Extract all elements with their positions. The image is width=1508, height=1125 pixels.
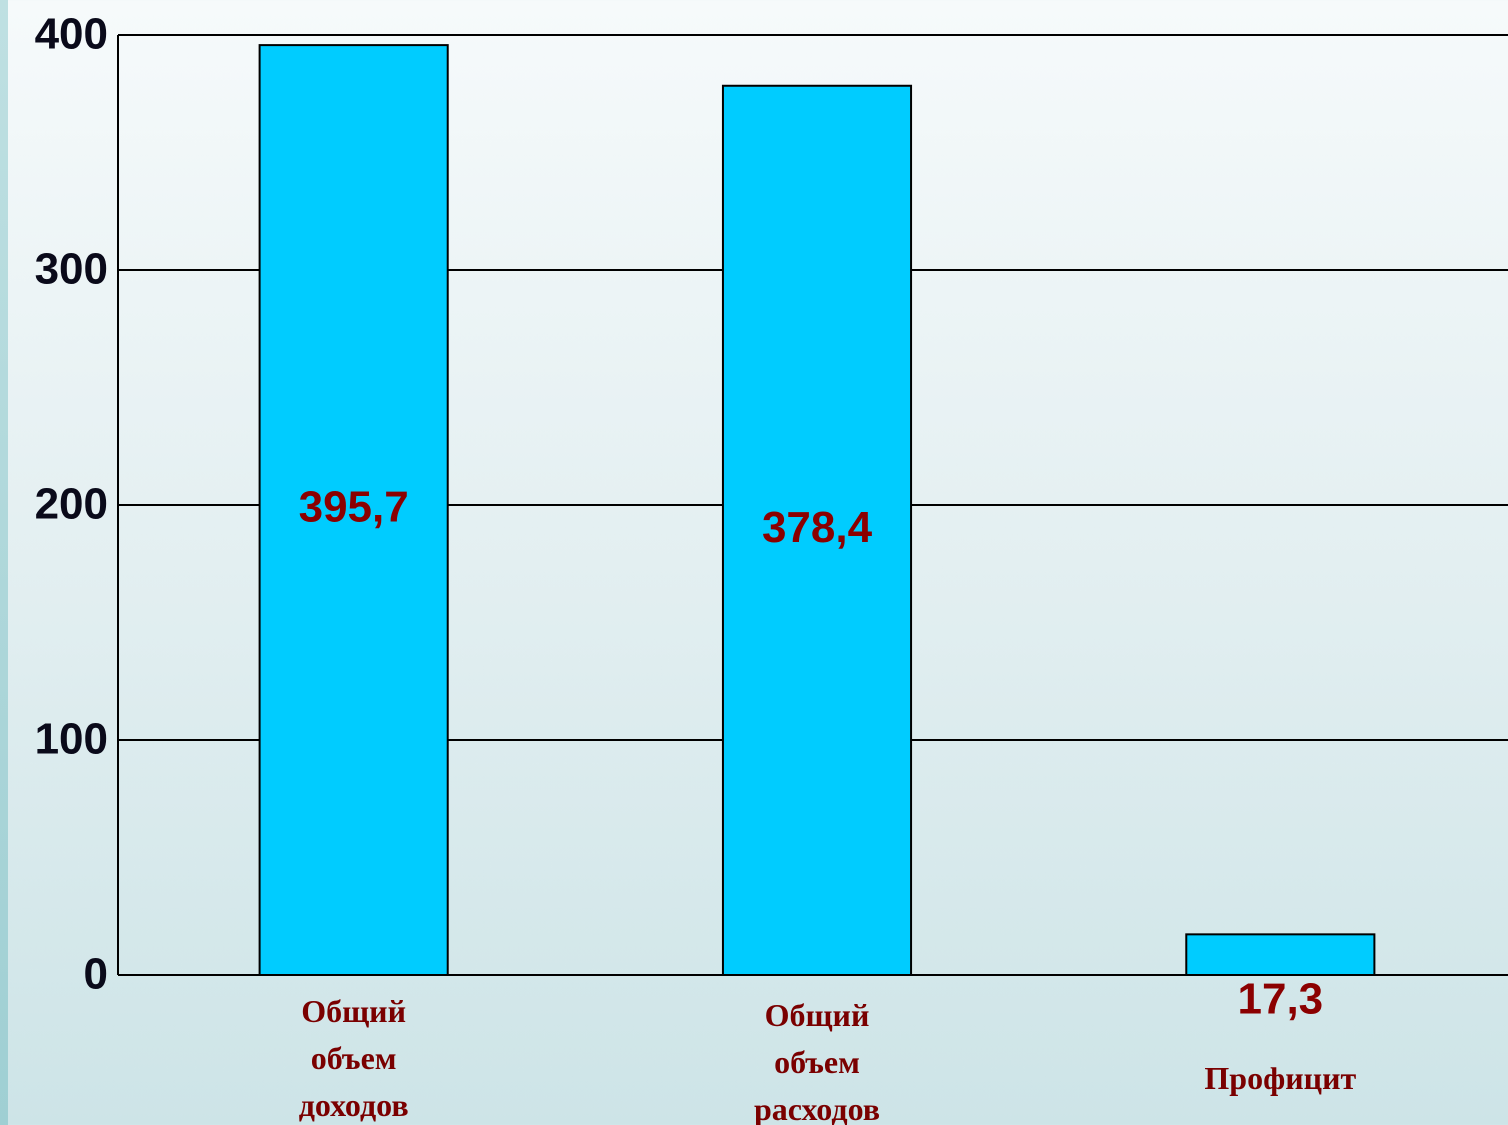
bar: [721, 84, 913, 976]
y-tick-label: 0: [84, 950, 108, 999]
bar: [258, 44, 449, 977]
value-label: 378,4: [762, 503, 873, 552]
y-tick-label: 400: [35, 10, 108, 59]
value-label: 17,3: [1238, 975, 1324, 1024]
side-strip: [0, 0, 8, 1125]
bar: [1185, 933, 1376, 976]
y-tick-label: 100: [35, 715, 108, 764]
x-tick-label: Профицит: [1204, 1060, 1357, 1096]
y-tick-label: 200: [35, 480, 108, 529]
value-label: 395,7: [299, 483, 409, 532]
x-tick-label: Общий объем расходов: [753, 997, 881, 1125]
y-tick-label: 300: [35, 245, 108, 294]
x-tick-label: Общий объем доходов: [298, 993, 409, 1123]
